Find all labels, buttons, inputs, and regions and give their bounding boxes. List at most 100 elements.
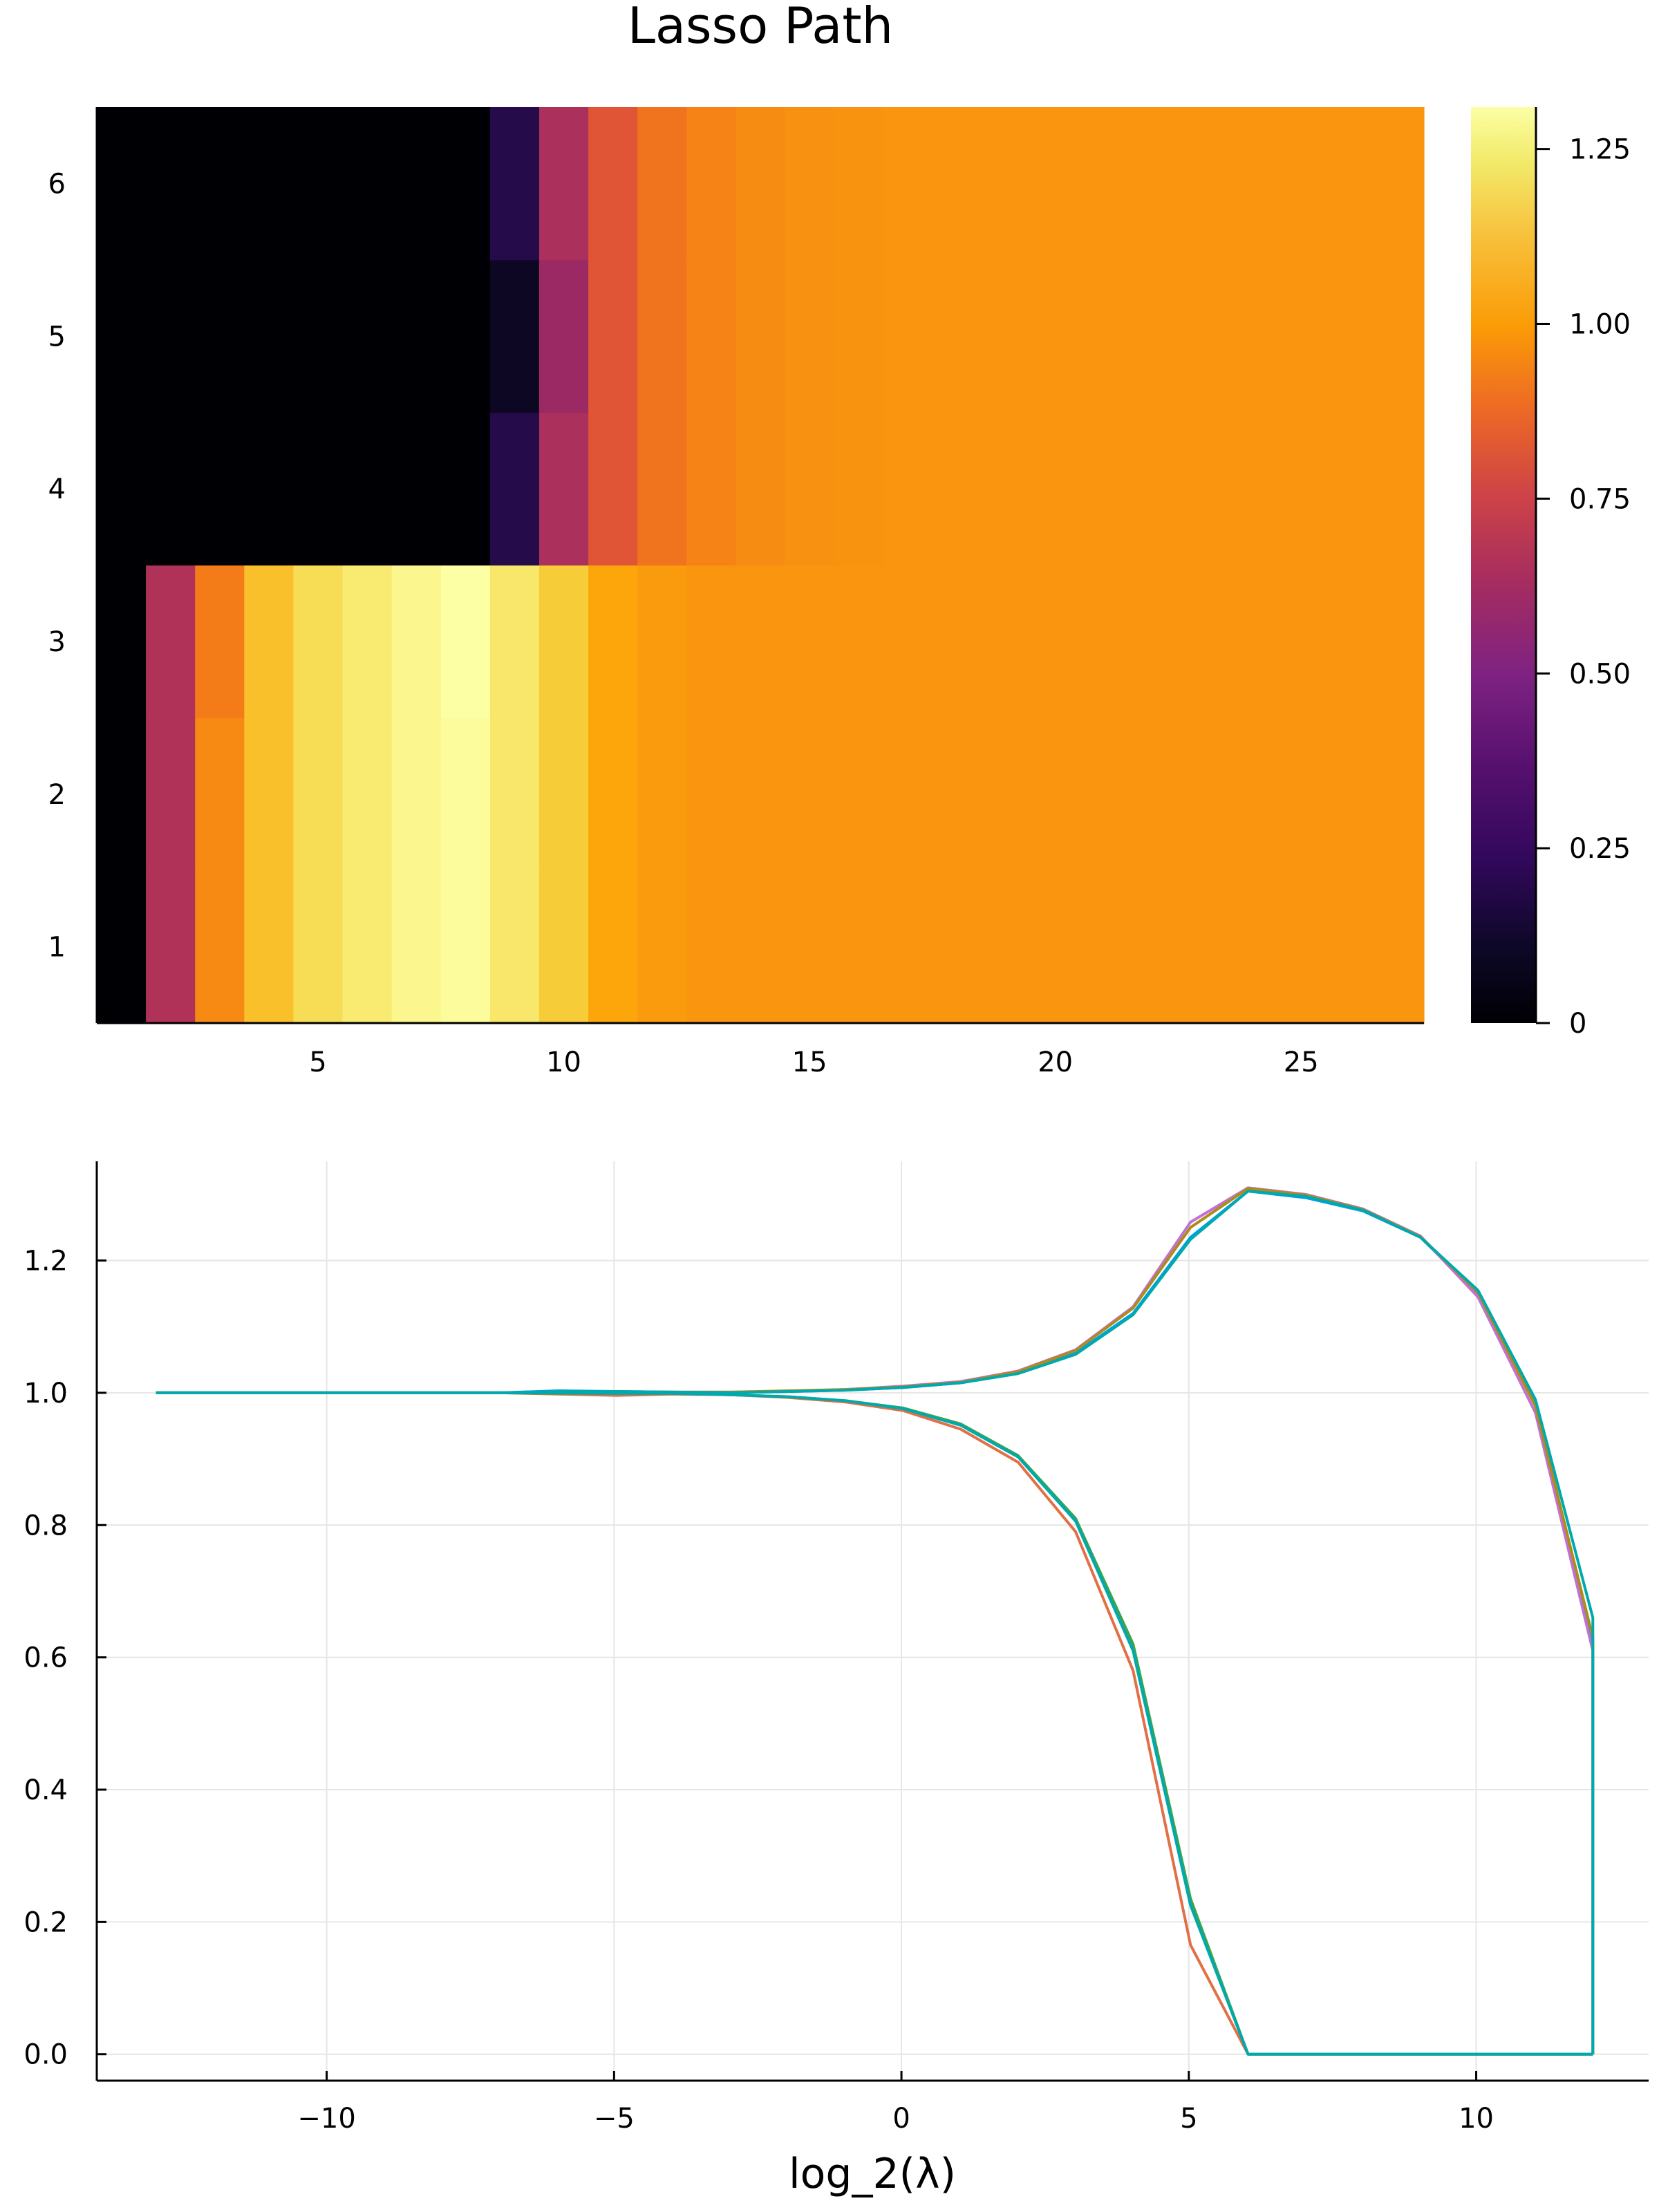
heatmap-cell [785, 718, 835, 871]
heatmap-cell [588, 107, 638, 261]
heatmap-cell [293, 718, 344, 871]
y-tick-label: 0.8 [24, 1510, 68, 1541]
heatmap-cell [539, 718, 589, 871]
heatmap-cell [97, 107, 147, 261]
heatmap-cell [834, 259, 884, 413]
y-tick-label: 1.0 [24, 1378, 68, 1409]
line-grid [97, 1161, 1649, 2081]
heatmap-cell [686, 412, 737, 566]
heatmap-cell [1178, 870, 1228, 1024]
heatmap-cell [932, 107, 982, 261]
heatmap-cell [293, 259, 344, 413]
colorbar-tick-label: 0 [1569, 1008, 1586, 1040]
y-tick-label: 0.6 [24, 1642, 68, 1674]
heatmap-cell [686, 259, 737, 413]
heatmap-cell [146, 412, 196, 566]
heatmap-x-tick-label: 25 [1284, 1047, 1319, 1078]
heatmap-cell [982, 259, 1031, 413]
x-tick-label: 5 [1180, 2103, 1197, 2135]
heatmap-cell [244, 107, 294, 261]
heatmap-cell [195, 107, 245, 261]
x-tick-label: −10 [297, 2103, 355, 2135]
heatmap-cell [883, 870, 933, 1024]
heatmap-cell [1129, 565, 1179, 718]
heatmap-y-tick-label: 5 [48, 321, 66, 353]
heatmap-chart: Lasso Path 5 10 15 20 25 1 2 3 4 5 6 0 0.25 0.50 0.7… [48, 0, 1631, 1078]
heatmap-cell [785, 259, 835, 413]
heatmap-cell [1227, 565, 1277, 718]
heatmap-cell [293, 107, 344, 261]
heatmap-cell [735, 107, 786, 261]
heatmap-cell [1080, 870, 1130, 1024]
heatmap-cell [735, 718, 786, 871]
heatmap-y-ticks: 1 2 3 4 5 6 [48, 168, 66, 963]
heatmap-cell [1374, 718, 1425, 871]
heatmap-cell [982, 870, 1031, 1024]
heatmap-y-tick-label: 6 [48, 168, 66, 200]
x-tick-label: 10 [1459, 2103, 1494, 2135]
y-tick-label: 0.0 [24, 2039, 68, 2071]
heatmap-x-tick-label: 5 [309, 1047, 326, 1078]
heatmap-cell [1276, 718, 1327, 871]
line-chart: −10 −5 0 5 10 0.0 0.2 0.4 0.6 0.8 1.0 1.2 log_2(λ) [24, 1161, 1649, 2198]
heatmap-cell [539, 565, 589, 718]
heatmap-cell [637, 412, 687, 566]
heatmap-cell [97, 259, 147, 413]
heatmap-cell [146, 870, 196, 1024]
heatmap-cell [932, 412, 982, 566]
heatmap-cell [588, 565, 638, 718]
heatmap-cell [834, 107, 884, 261]
heatmap-cell [97, 870, 147, 1024]
heatmap-cell [489, 718, 540, 871]
heatmap-cell [834, 718, 884, 871]
heatmap-cell [735, 412, 786, 566]
heatmap-y-tick-label: 1 [48, 932, 66, 964]
heatmap-cell [1325, 107, 1376, 261]
heatmap-cell [1276, 565, 1327, 718]
heatmap-y-tick-label: 3 [48, 626, 66, 658]
heatmap-x-tick-label: 15 [792, 1047, 827, 1078]
colorbar-gradient [1471, 107, 1536, 1023]
chart-title: Lasso Path [628, 0, 893, 55]
heatmap-cell [883, 107, 933, 261]
colorbar-tick-label: 1.25 [1569, 134, 1631, 166]
heatmap-cell [195, 412, 245, 566]
heatmap-cell [391, 565, 442, 718]
heatmap-cell [1080, 107, 1130, 261]
colorbar-ticks: 0 0.25 0.50 0.75 1.00 1.25 [1536, 134, 1631, 1040]
heatmap-cell [440, 870, 491, 1024]
heatmap-cell [1276, 259, 1327, 413]
series-line [156, 1187, 1595, 2054]
heatmap-cell [1374, 870, 1425, 1024]
y-tick-label: 0.4 [24, 1774, 68, 1806]
heatmap-cell [1227, 718, 1277, 871]
heatmap-cell [637, 565, 687, 718]
heatmap-cell [391, 412, 442, 566]
heatmap-cell [146, 718, 196, 871]
heatmap-x-tick-label: 10 [546, 1047, 581, 1078]
heatmap-cell [244, 718, 294, 871]
heatmap-cell [1325, 718, 1376, 871]
line-y-ticks: 0.0 0.2 0.4 0.6 0.8 1.0 1.2 [24, 1246, 106, 2071]
heatmap-cell [1227, 259, 1277, 413]
heatmap-cell [1178, 412, 1228, 566]
heatmap-cell [539, 107, 589, 261]
heatmap-cell [97, 718, 147, 871]
heatmap-cell [1129, 870, 1179, 1024]
heatmap-cell [686, 718, 737, 871]
heatmap-cell [588, 259, 638, 413]
heatmap-cell [391, 107, 442, 261]
heatmap-cell [489, 870, 540, 1024]
heatmap-cell [1374, 412, 1425, 566]
heatmap-cell [342, 412, 393, 566]
heatmap-cell [1325, 259, 1376, 413]
heatmap-cell [1080, 259, 1130, 413]
heatmap-cell [342, 107, 393, 261]
heatmap-cell [440, 718, 491, 871]
heatmap-cell [637, 107, 687, 261]
heatmap-x-ticks: 5 10 15 20 25 [309, 1047, 1318, 1078]
heatmap-cell [785, 565, 835, 718]
heatmap-cell [342, 565, 393, 718]
heatmap-cell [539, 412, 589, 566]
heatmap-cell [489, 565, 540, 718]
